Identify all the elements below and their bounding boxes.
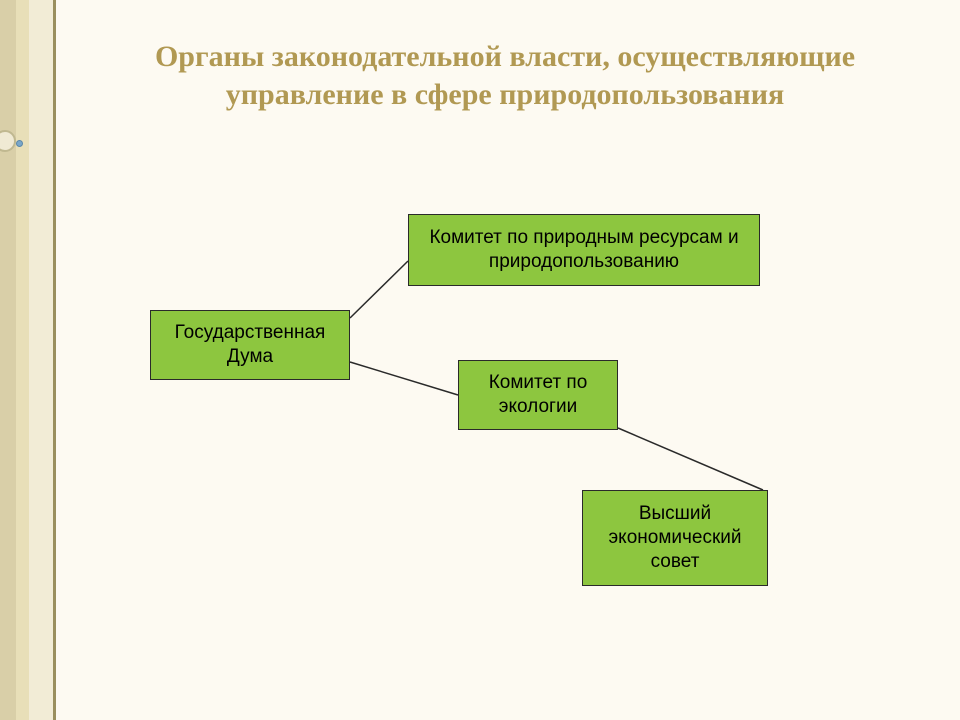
node-duma: Государственная Дума	[150, 310, 350, 380]
edge-duma-ecology	[350, 362, 458, 395]
edge-ecology-econ	[618, 428, 763, 490]
node-nat-res: Комитет по природным ресурсам и природоп…	[408, 214, 760, 286]
node-ecology: Комитет по экологии	[458, 360, 618, 430]
node-label: Высший экономический совет	[593, 502, 757, 573]
node-econ: Высший экономический совет	[582, 490, 768, 586]
node-label: Комитет по экологии	[469, 371, 607, 419]
node-label: Государственная Дума	[161, 321, 339, 369]
diagram-container: Государственная Дума Комитет по природны…	[0, 0, 960, 720]
edge-duma-natres	[350, 261, 408, 318]
node-label: Комитет по природным ресурсам и природоп…	[419, 226, 749, 274]
